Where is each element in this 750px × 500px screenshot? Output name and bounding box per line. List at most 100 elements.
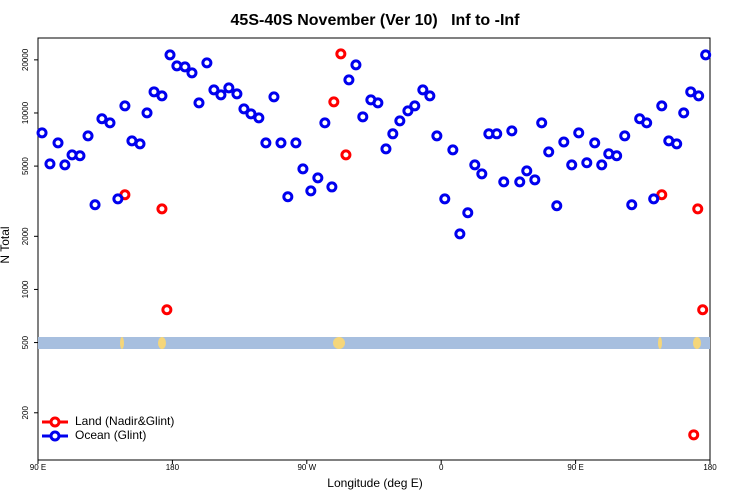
point bbox=[357, 111, 369, 123]
point bbox=[506, 125, 518, 137]
point bbox=[462, 207, 474, 219]
legend-label: Ocean (Glint) bbox=[75, 428, 146, 442]
point bbox=[543, 146, 555, 158]
point bbox=[697, 304, 709, 316]
point bbox=[424, 90, 436, 102]
point bbox=[431, 130, 443, 142]
y-tick-label: 5000 bbox=[21, 157, 30, 175]
point bbox=[319, 117, 331, 129]
point bbox=[179, 61, 191, 73]
point bbox=[573, 127, 585, 139]
point bbox=[231, 88, 243, 100]
point bbox=[417, 84, 429, 96]
point bbox=[326, 181, 338, 193]
point bbox=[290, 137, 302, 149]
point bbox=[238, 103, 250, 115]
point bbox=[536, 117, 548, 129]
x-tick-label: 90 W bbox=[297, 463, 316, 472]
point bbox=[141, 107, 153, 119]
x-tick-label: 180 bbox=[166, 463, 180, 472]
point bbox=[656, 100, 668, 112]
point bbox=[402, 105, 414, 117]
point bbox=[447, 144, 459, 156]
y-tick-label: 2000 bbox=[21, 227, 30, 245]
point bbox=[656, 189, 668, 201]
point bbox=[394, 115, 406, 127]
point bbox=[611, 150, 623, 162]
point bbox=[581, 157, 593, 169]
point bbox=[89, 199, 101, 211]
point bbox=[671, 138, 683, 150]
point bbox=[215, 89, 227, 101]
point bbox=[566, 159, 578, 171]
point bbox=[312, 172, 324, 184]
point bbox=[44, 158, 56, 170]
point bbox=[626, 199, 638, 211]
point bbox=[201, 57, 213, 69]
point bbox=[529, 174, 541, 186]
y-tick-label: 20000 bbox=[21, 48, 30, 71]
point bbox=[558, 136, 570, 148]
point bbox=[260, 137, 272, 149]
point bbox=[335, 48, 347, 60]
point bbox=[36, 127, 48, 139]
point bbox=[387, 128, 399, 140]
point bbox=[164, 49, 176, 61]
point bbox=[514, 176, 526, 188]
y-tick-label: 10000 bbox=[21, 101, 30, 124]
point bbox=[297, 163, 309, 175]
point bbox=[112, 193, 124, 205]
point bbox=[498, 176, 510, 188]
point bbox=[253, 112, 265, 124]
point bbox=[104, 117, 116, 129]
y-tick-label: 1000 bbox=[21, 280, 30, 298]
point bbox=[208, 84, 220, 96]
point bbox=[340, 149, 352, 161]
point bbox=[148, 86, 160, 98]
point bbox=[693, 90, 705, 102]
point bbox=[372, 97, 384, 109]
point bbox=[275, 137, 287, 149]
point bbox=[692, 203, 704, 215]
point bbox=[223, 82, 235, 94]
point bbox=[193, 97, 205, 109]
x-axis-label: Longitude (deg E) bbox=[327, 476, 422, 490]
point bbox=[161, 304, 173, 316]
point bbox=[282, 191, 294, 203]
legend-label: Land (Nadir&Glint) bbox=[75, 414, 174, 428]
x-tick-label: 180 bbox=[703, 463, 717, 472]
point bbox=[589, 137, 601, 149]
point bbox=[350, 59, 362, 71]
point bbox=[245, 108, 257, 120]
point bbox=[700, 49, 712, 61]
point bbox=[619, 130, 631, 142]
point bbox=[156, 90, 168, 102]
x-tick-label: 90 E bbox=[30, 463, 46, 472]
point bbox=[134, 138, 146, 150]
point bbox=[268, 91, 280, 103]
x-tick-label: 90 E bbox=[567, 463, 583, 472]
point bbox=[82, 130, 94, 142]
map-strip bbox=[38, 337, 710, 349]
y-tick-label: 200 bbox=[21, 406, 30, 420]
x-tick-label: 0 bbox=[439, 463, 444, 472]
point bbox=[648, 193, 660, 205]
point bbox=[186, 67, 198, 79]
point bbox=[96, 113, 108, 125]
point bbox=[551, 200, 563, 212]
point bbox=[59, 159, 71, 171]
legend-marker bbox=[49, 430, 61, 442]
point bbox=[439, 193, 451, 205]
point bbox=[119, 100, 131, 112]
point bbox=[491, 128, 503, 140]
chart-title: 45S-40S November (Ver 10) Inf to -Inf bbox=[231, 12, 521, 29]
point bbox=[688, 429, 700, 441]
point bbox=[521, 165, 533, 177]
point bbox=[380, 143, 392, 155]
point bbox=[305, 185, 317, 197]
legend-marker bbox=[49, 416, 61, 428]
point bbox=[328, 96, 340, 108]
point bbox=[454, 228, 466, 240]
point bbox=[685, 86, 697, 98]
